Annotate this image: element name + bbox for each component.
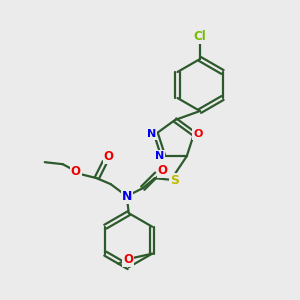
Text: N: N	[122, 190, 132, 203]
Text: N: N	[147, 129, 157, 139]
Text: O: O	[104, 150, 114, 163]
Text: N: N	[154, 151, 164, 161]
Text: O: O	[123, 253, 133, 266]
Text: S: S	[170, 174, 179, 187]
Text: O: O	[158, 164, 168, 177]
Text: Cl: Cl	[194, 31, 206, 44]
Text: O: O	[71, 165, 81, 178]
Text: O: O	[193, 129, 203, 139]
